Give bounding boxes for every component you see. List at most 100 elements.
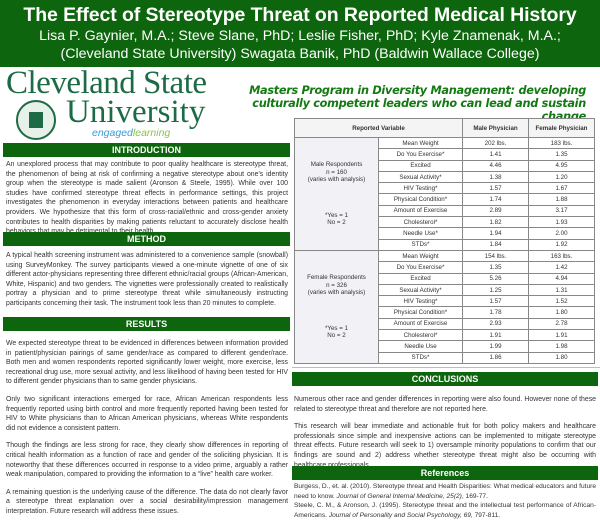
column-header: Female Physician (528, 118, 595, 138)
logo-line-1: Cleveland State (6, 65, 207, 101)
table-row: Do You Exercise* 1.41 1.35 (295, 148, 595, 161)
introduction-paragraph: An unexplored process that may contribut… (6, 161, 288, 235)
value-cell: 4.95 (528, 159, 595, 172)
conclusions-paragraph: This research will bear immediate and ac… (294, 423, 596, 468)
respondent-group-cell: Female Respondents n = 326 (varies with an… (294, 249, 379, 364)
value-cell: 4.94 (528, 272, 595, 285)
group-label: Female Respondents (307, 274, 366, 282)
method-text: A typical health screening instrument wa… (6, 251, 288, 317)
variable-cell: Do You Exercise* (378, 261, 463, 274)
value-cell: 1.99 (462, 340, 529, 353)
table-row: Excited 5.26 4.94 (295, 272, 595, 285)
variable-cell: STDs* (378, 238, 463, 251)
method-paragraph: A typical health screening instrument wa… (6, 252, 288, 307)
table-row: Cholesterol* 1.82 1.93 (295, 216, 595, 229)
table-row: Needle Use 1.99 1.98 (295, 340, 595, 353)
coding-note: *Yes = 1 No = 2 (295, 325, 378, 340)
table-row: Male Respondents n = 160 (varies with anal… (294, 136, 595, 251)
method-heading: METHOD (3, 232, 290, 246)
value-cell: 1.93 (528, 216, 595, 229)
table-row: Do You Exercise* 1.35 1.42 (295, 261, 595, 274)
value-cell: 1.38 (462, 170, 529, 184)
table-row: Sexual Activity* 1.25 1.31 (295, 283, 595, 297)
value-cell: 1.82 (462, 216, 529, 229)
reference-item: Steele, C. M., & Aronson, J. (1995). Ste… (294, 502, 596, 519)
variable-cell: Physical Condition* (378, 193, 463, 206)
value-cell: 5.26 (462, 272, 529, 285)
value-cell: 1.57 (462, 295, 529, 308)
value-cell: 2.00 (528, 227, 595, 240)
value-cell: 1.88 (528, 193, 595, 206)
variable-cell: Do You Exercise* (378, 148, 463, 161)
column-header: Male Physician (462, 118, 529, 138)
value-cell: 2.93 (462, 317, 529, 331)
value-cell: 1.35 (462, 261, 529, 274)
variable-cell: HIV Testing* (378, 182, 463, 195)
coding-note: *Yes = 1 No = 2 (295, 212, 378, 227)
results-paragraph: Though the findings are less strong for … (6, 442, 288, 479)
conclusions-paragraph: Numerous other race and gender differenc… (294, 396, 596, 413)
variable-cell: Cholesterol* (378, 216, 463, 229)
references-heading: References (292, 466, 598, 480)
results-paragraph: Only two significant interactions emerge… (6, 395, 288, 432)
value-cell: 1.98 (528, 340, 595, 353)
logo-line-2: University (66, 94, 206, 130)
table-row: STDs* 1.86 1.80 (295, 351, 595, 364)
table-row: Female Respondents n = 326 (varies with an… (294, 249, 595, 364)
coding-note-line: No = 2 (327, 332, 346, 340)
variable-cell: Amount of Exercise (378, 317, 463, 331)
results-paragraph: We expected stereotype threat to be evid… (6, 340, 288, 386)
results-table: Reported Variable Male Physician Female … (294, 118, 595, 364)
conclusions-text: Numerous other race and gender differenc… (294, 395, 596, 478)
variable-cell: Needle Use (378, 340, 463, 353)
variable-cell: Cholesterol* (378, 329, 463, 342)
value-cell: 1.92 (528, 238, 595, 251)
references-list: Burgess, D., et. al. (2010). Stereotype … (294, 482, 596, 520)
program-tagline: Masters Program in Diversity Management:… (249, 84, 586, 123)
university-logo: Cleveland State University engagedlearni… (6, 65, 216, 140)
respondent-group-cell: Male Respondents n = 160 (varies with anal… (294, 137, 379, 251)
university-seal-icon (16, 100, 56, 140)
value-cell: 1.80 (528, 351, 595, 364)
table-row: Physical Condition* 1.74 1.88 (295, 193, 595, 206)
value-cell: 183 lbs. (528, 136, 595, 150)
variable-cell: Mean Weight (378, 249, 463, 263)
variable-cell: Amount of Exercise (378, 204, 463, 218)
value-cell: 3.17 (528, 204, 595, 218)
variable-cell: Sexual Activity* (378, 283, 463, 297)
reference-item: Burgess, D., et. al. (2010). Stereotype … (294, 483, 596, 500)
value-cell: 154 lbs. (462, 249, 529, 263)
logo-tagline: engagedlearning (92, 128, 170, 139)
value-cell: 1.20 (528, 170, 595, 184)
value-cell: 1.52 (528, 295, 595, 308)
variable-cell: Excited (378, 159, 463, 172)
value-cell: 2.78 (528, 317, 595, 331)
authors-line-1: Lisa P. Gaynier, M.A.; Steve Slane, PhD;… (39, 28, 561, 44)
table-row: Physical Condition* 1.78 1.80 (295, 306, 595, 319)
variable-cell: Excited (378, 272, 463, 285)
value-cell: 1.78 (462, 306, 529, 319)
authors-line-2: (Cleveland State University) Swagata Ban… (60, 46, 540, 62)
variable-cell: Mean Weight (378, 136, 463, 150)
value-cell: 2.89 (462, 204, 529, 218)
value-cell: 1.94 (462, 227, 529, 240)
introduction-heading: INTRODUCTION (3, 143, 290, 157)
introduction-text: An unexplored process that may contribut… (6, 160, 288, 245)
logo-tagline-a: engaged (92, 127, 133, 139)
value-cell: 1.84 (462, 238, 529, 251)
value-cell: 202 lbs. (462, 136, 529, 150)
value-cell: 1.35 (528, 148, 595, 161)
variable-cell: STDs* (378, 351, 463, 364)
value-cell: 1.91 (462, 329, 529, 342)
variable-cell: Needle Use* (378, 227, 463, 240)
value-cell: 163 lbs. (528, 249, 595, 263)
results-text: We expected stereotype threat to be evid… (6, 339, 288, 525)
value-cell: 1.42 (528, 261, 595, 274)
value-cell: 1.57 (462, 182, 529, 195)
results-paragraph: A remaining question is the underlying c… (6, 488, 288, 515)
value-cell: 1.41 (462, 148, 529, 161)
divider (292, 367, 600, 368)
group-label: (varies with analysis) (307, 289, 366, 297)
value-cell: 1.86 (462, 351, 529, 364)
group-label: n = 326 (326, 281, 347, 289)
